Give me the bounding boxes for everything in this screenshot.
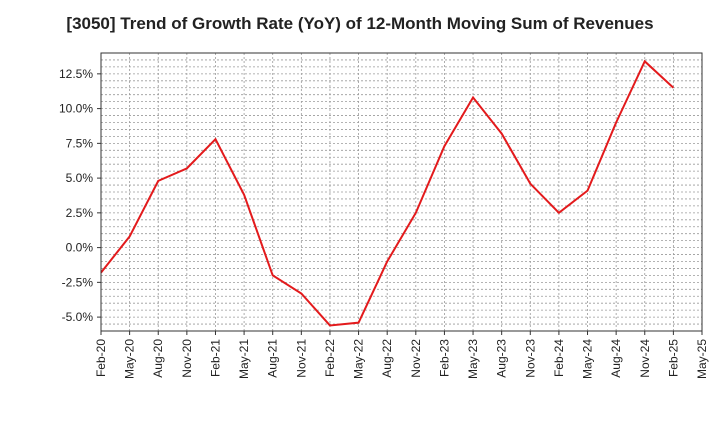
y-tick-label: 0.0%	[66, 241, 94, 255]
x-tick-label: Nov-21	[294, 339, 308, 378]
x-tick-label: May-21	[237, 339, 251, 379]
x-tick-label: May-20	[123, 339, 137, 379]
x-axis-ticks: Feb-20 May-20 Aug-20 Nov-20 Feb-21 May-21 Aug-…	[94, 331, 709, 379]
x-tick-label: Nov-22	[409, 339, 423, 378]
y-tick-label: 12.5%	[59, 67, 93, 81]
x-tick-label: Aug-24	[609, 339, 623, 378]
x-tick-label: Aug-22	[380, 339, 394, 378]
x-tick-label: Feb-22	[323, 339, 337, 377]
y-tick-label: 10.0%	[59, 102, 93, 116]
x-tick-label: Nov-23	[523, 339, 537, 378]
x-tick-label: Aug-23	[495, 339, 509, 378]
y-axis-ticks: 12.5% 10.0% 7.5% 5.0% 2.5% 0.0% -2.5% -5.0%	[59, 67, 101, 324]
y-tick-label: 2.5%	[66, 206, 94, 220]
y-tick-label: -5.0%	[62, 310, 94, 324]
x-tick-label: Aug-20	[151, 339, 165, 378]
x-tick-label: May-24	[581, 339, 595, 379]
plot-border	[100, 52, 703, 332]
chart-title: [3050] Trend of Growth Rate (YoY) of 12-…	[66, 14, 654, 33]
y-tick-label: 7.5%	[66, 136, 94, 150]
y-tick-label: 5.0%	[66, 171, 94, 185]
x-tick-label: Feb-23	[437, 339, 451, 377]
grid-layer	[101, 53, 702, 331]
x-tick-label: May-23	[466, 339, 480, 379]
x-tick-label: Nov-24	[638, 339, 652, 378]
x-tick-label: Feb-20	[94, 339, 108, 377]
x-tick-label: May-25	[695, 339, 709, 379]
x-tick-label: Feb-25	[666, 339, 680, 377]
plot-frame	[100, 52, 703, 332]
x-tick-label: Aug-21	[266, 339, 280, 378]
y-tick-label: -2.5%	[62, 275, 94, 289]
x-tick-label: Nov-20	[180, 339, 194, 378]
x-tick-label: Feb-24	[552, 339, 566, 377]
x-tick-label: Feb-21	[208, 339, 222, 377]
series-layer	[100, 59, 675, 327]
x-tick-label: May-22	[352, 339, 366, 379]
